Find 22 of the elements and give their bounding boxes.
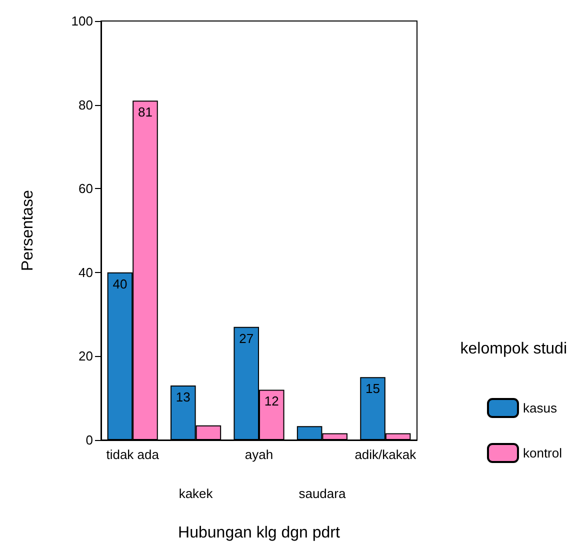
y-tick-label: 40 — [78, 264, 93, 280]
data-label: 40 — [112, 276, 128, 292]
x-axis-title: Hubungan klg dgn pdrt — [178, 524, 340, 542]
legend-label: kasus — [522, 400, 558, 416]
x-tick-label: tidak ada — [106, 447, 160, 462]
x-tick-label: ayah — [244, 447, 274, 462]
y-tick-label: 60 — [78, 181, 93, 196]
y-tick-label: 80 — [78, 97, 93, 112]
y-tick-label: 100 — [71, 14, 93, 28]
legend-label: kontrol — [522, 446, 562, 460]
y-axis-title: Persentase — [20, 190, 36, 271]
data-label: 13 — [176, 390, 190, 405]
x-tick-label: kakek — [178, 486, 214, 501]
x-tick-label: adik/kakak — [354, 447, 417, 462]
legend-title: kelompok studi — [460, 340, 567, 358]
x-tick-label: saudara — [298, 486, 346, 501]
data-label: 12 — [264, 394, 279, 409]
y-tick-label: 0 — [86, 432, 93, 448]
data-label: 27 — [239, 330, 254, 346]
y-tick-label: 20 — [78, 348, 93, 364]
data-label: 15 — [366, 381, 380, 396]
data-label: 81 — [138, 104, 152, 120]
